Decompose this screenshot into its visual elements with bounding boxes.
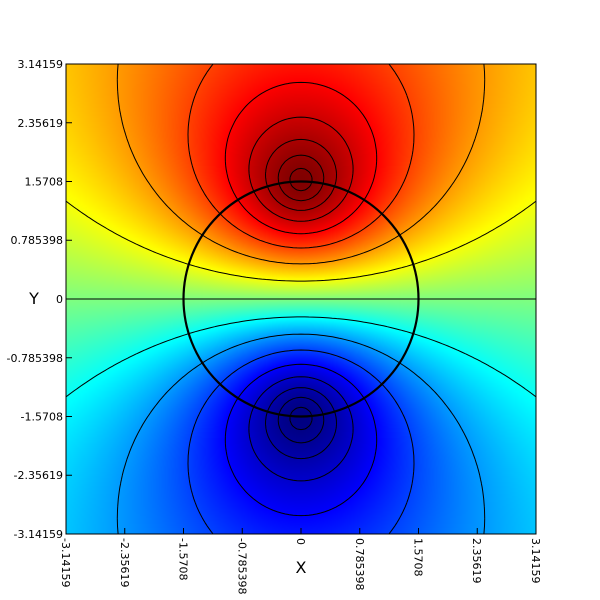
x-tick-label: -2.35619 <box>118 538 131 587</box>
boundary-circle <box>182 180 420 418</box>
x-axis-ticks: -3.14159 -2.35619 -1.5708 -0.785398 0 0.78539… <box>59 528 542 594</box>
x-tick-label: 0.785398 <box>353 538 366 591</box>
contour-line-5 <box>187 349 415 535</box>
contour-line-1 <box>277 396 325 444</box>
contour-line-12 <box>224 81 378 235</box>
x-tick-label: 1.5708 <box>412 538 425 577</box>
contour-line-15 <box>277 154 325 202</box>
x-tick-label: 0 <box>294 538 307 545</box>
y-tick-label: 0 <box>56 293 63 306</box>
y-tick-label: 2.35619 <box>18 117 64 130</box>
contour-line-9 <box>65 200 537 282</box>
y-tick-label: 1.5708 <box>25 175 64 188</box>
x-tick-label: 3.14159 <box>529 538 542 584</box>
y-tick-label: -3.14159 <box>14 528 63 541</box>
contour-line-14 <box>265 138 337 211</box>
y-axis-title: Y <box>28 289 39 308</box>
contour-line-0 <box>289 406 313 431</box>
contour-line-3 <box>248 376 354 482</box>
x-tick-label: -3.14159 <box>59 538 72 587</box>
contour-line-13 <box>248 116 354 222</box>
y-tick-label: 0.785398 <box>11 234 64 247</box>
y-tick-label: -0.785398 <box>7 352 63 365</box>
x-axis-title: X <box>296 558 307 577</box>
contour-line-6 <box>116 333 486 535</box>
contour-line-11 <box>187 63 415 249</box>
contour-line-7 <box>65 316 537 398</box>
y-tick-label: -1.5708 <box>21 411 63 424</box>
y-tick-label: -2.35619 <box>14 469 63 482</box>
contour-line-2 <box>265 387 337 460</box>
y-axis-ticks: 3.14159 2.35619 1.5708 0.785398 0 -0.785398 -1… <box>7 58 72 541</box>
contour-line-10 <box>116 63 486 265</box>
x-tick-label: -1.5708 <box>176 538 189 580</box>
y-tick-label: 3.14159 <box>18 58 64 71</box>
contour-lines <box>65 63 537 535</box>
x-tick-label: 2.35619 <box>470 538 483 584</box>
contour-line-16 <box>289 167 313 192</box>
contour-line-4 <box>224 363 378 517</box>
x-tick-label: -0.785398 <box>235 538 248 594</box>
